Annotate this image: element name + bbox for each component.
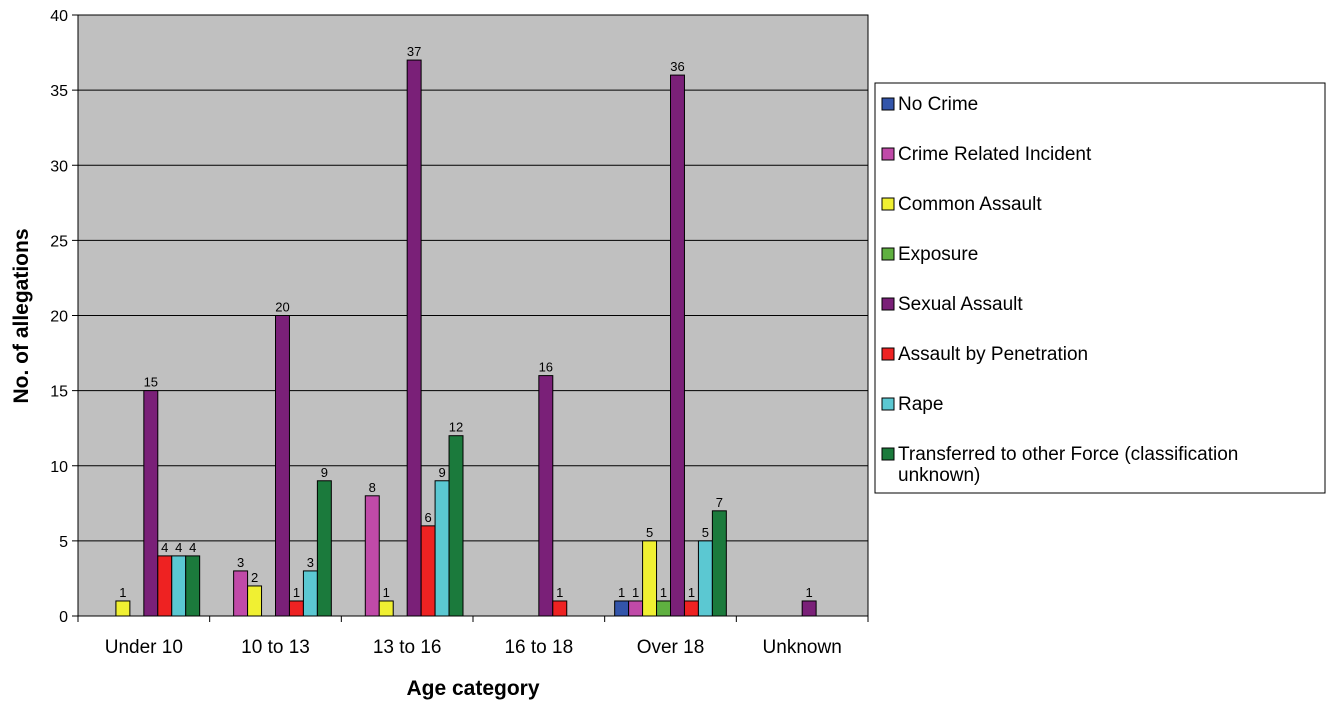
legend-label: No Crime [898,94,978,115]
legend-swatch [881,97,895,111]
bar [157,555,173,617]
data-label: 1 [688,585,695,600]
legend-swatch [881,347,895,361]
data-label: 4 [175,540,182,555]
data-label: 20 [275,300,289,315]
data-label: 9 [438,465,445,480]
legend-swatch [881,247,895,261]
bar [538,375,554,617]
bar [434,480,450,617]
bar [552,600,568,617]
y-tick-label: 30 [50,158,68,175]
legend-box [874,82,1326,494]
y-tick-label: 35 [50,83,68,100]
legend-swatch [881,147,895,161]
bar [171,555,187,617]
legend-label: Transferred to other Force (classificati… [898,444,1238,465]
bar [656,600,672,617]
data-label: 5 [702,525,709,540]
data-label: 16 [539,360,553,375]
bars [115,59,817,617]
bar [448,435,464,617]
data-label: 3 [237,555,244,570]
x-axis-title: Age category [406,677,539,700]
data-label: 4 [161,540,168,555]
x-tick-label: 13 to 16 [373,637,442,658]
bar [378,600,394,617]
bar [683,600,699,617]
bar [406,59,422,617]
data-label: 1 [632,585,639,600]
y-tick-label: 15 [50,384,68,401]
data-label: 12 [449,420,463,435]
bar [115,600,131,617]
y-tick-label: 20 [50,309,68,326]
y-tick-label: 0 [59,609,68,626]
bar [247,585,263,617]
y-tick-label: 10 [50,459,68,476]
bar [628,600,644,617]
data-label: 8 [369,480,376,495]
bar [614,600,630,617]
legend-swatch [881,447,895,461]
legend-label: Crime Related Incident [898,144,1092,165]
bar [275,315,290,617]
bar [711,510,727,617]
legend-label: unknown) [898,465,980,486]
data-label: 1 [383,585,390,600]
data-label: 5 [646,525,653,540]
bar [801,600,817,617]
legend-label: Rape [898,394,943,415]
bar [420,525,436,617]
bar [233,570,249,617]
bar [697,540,713,617]
data-label: 1 [660,585,667,600]
x-tick-label: 10 to 13 [241,637,310,658]
bar [185,555,201,617]
bar [642,540,658,617]
data-label: 37 [407,44,421,59]
bar [302,570,318,617]
x-tick-label: Over 18 [637,637,705,658]
x-tick-label: Under 10 [105,637,183,658]
legend-swatch [881,297,895,311]
data-label: 1 [806,585,813,600]
y-tick-label: 5 [59,534,68,551]
bar [364,495,380,617]
x-tick-label: 16 to 18 [504,637,573,658]
data-label: 9 [321,465,328,480]
legend: No Crime Crime Related Incident Common Ass… [874,82,1326,494]
data-label: 1 [119,585,126,600]
legend-label: Common Assault [898,194,1042,215]
data-label: 6 [424,510,431,525]
legend-swatch [881,397,895,411]
data-label: 4 [189,540,196,555]
legend-label: Exposure [898,244,978,265]
bar [670,74,685,617]
data-label: 2 [251,570,258,585]
y-tick-label: 25 [50,233,68,250]
data-label: 7 [716,495,723,510]
data-label: 1 [293,585,300,600]
legend-label: Sexual Assault [898,294,1023,315]
legend-swatch [881,197,895,211]
bar [143,390,159,617]
data-label: 1 [556,585,563,600]
y-axis-title: No. of allegations [10,228,33,403]
legend-label: Assault by Penetration [898,344,1088,365]
data-label: 15 [144,375,158,390]
bar [288,600,304,617]
x-tick-label: Unknown [763,637,842,658]
gridlines [78,14,868,542]
bar [316,480,332,617]
data-label: 36 [670,59,684,74]
y-tick-label: 40 [50,8,68,25]
data-label: 3 [307,555,314,570]
data-label: 1 [618,585,625,600]
